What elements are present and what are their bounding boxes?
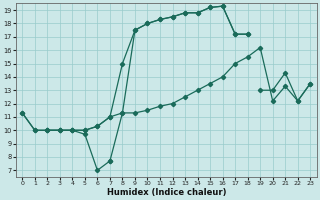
X-axis label: Humidex (Indice chaleur): Humidex (Indice chaleur) xyxy=(107,188,226,197)
